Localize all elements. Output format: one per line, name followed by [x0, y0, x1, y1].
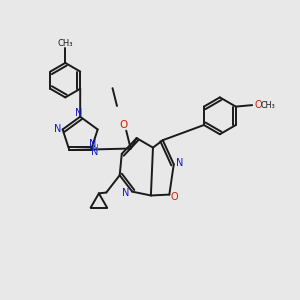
Text: CH₃: CH₃: [58, 39, 73, 48]
Text: N: N: [176, 158, 183, 168]
Text: N: N: [54, 124, 61, 134]
Text: N: N: [92, 146, 99, 157]
Text: N: N: [122, 188, 129, 197]
Text: O: O: [255, 100, 262, 110]
Text: N: N: [75, 108, 82, 118]
Text: O: O: [120, 120, 128, 130]
Text: CH₃: CH₃: [261, 100, 276, 109]
Text: H: H: [91, 144, 98, 153]
Text: O: O: [171, 192, 178, 202]
Text: N: N: [89, 139, 96, 149]
